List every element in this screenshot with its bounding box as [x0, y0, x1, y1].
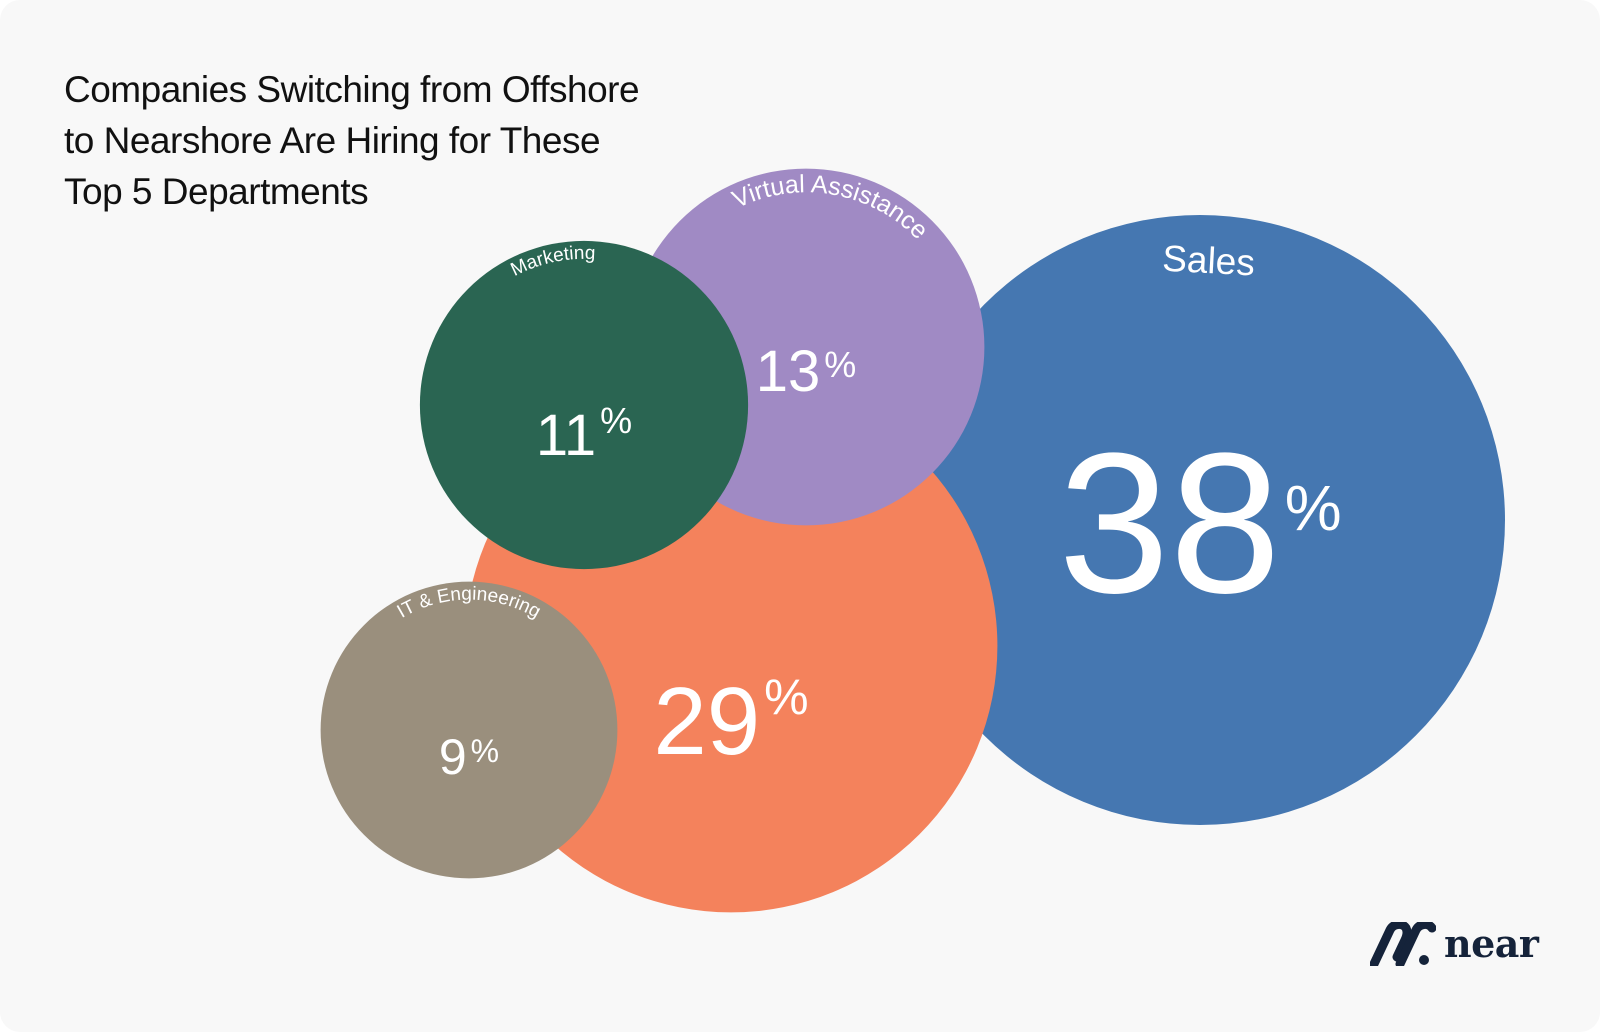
- chart-title-line-1: Companies Switching from Offshore: [64, 69, 640, 110]
- bubble-value-virtual-assistance: 13%: [756, 339, 857, 404]
- bubble-circle-marketing: [419, 240, 749, 570]
- near-logo: near: [1370, 918, 1540, 970]
- near-logo-wordmark: near: [1444, 921, 1539, 966]
- bubble-value-marketing: 11%: [536, 400, 632, 468]
- chart-title-line-2: to Nearshore Are Hiring for These: [64, 120, 601, 161]
- bubble-value-finance-accounting: 29%: [653, 668, 808, 775]
- bubble-sales: Sales 38%: [895, 215, 1505, 825]
- near-logo-mark-icon: [1370, 922, 1436, 966]
- bubble-circle-it-engineering: [320, 581, 618, 879]
- chart-title-line-3: Top 5 Departments: [64, 171, 369, 212]
- chart-title: Companies Switching from Offshore to Nea…: [64, 64, 764, 217]
- bubble-value-it-engineering: 9%: [439, 729, 499, 785]
- bubble-label-sales: Sales: [1161, 238, 1256, 284]
- bubble-circle-sales: [895, 215, 1505, 825]
- bubble-value-sales: 38%: [1058, 412, 1341, 635]
